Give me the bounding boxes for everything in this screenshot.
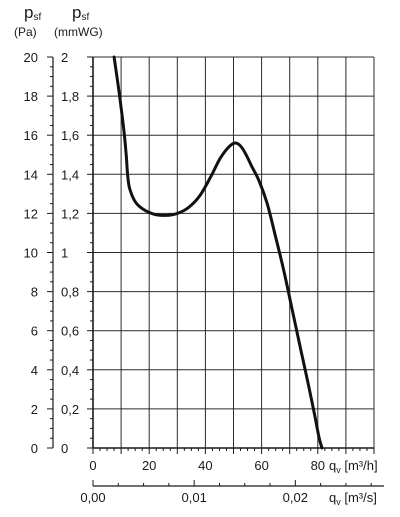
secondary-x-tick-label: 0,01 (182, 490, 207, 505)
x-axis-tick-label: 60 (254, 458, 268, 473)
left-axis-tick-label: 14 (24, 167, 38, 182)
mmwg-axis-tick-label: 1,4 (61, 167, 79, 182)
left-axis-title: psf (24, 3, 41, 23)
left-axis-tick-label: 10 (24, 246, 38, 261)
left-axis-tick-label: 16 (24, 128, 38, 143)
mmwg-axis-tick-label: 0,8 (61, 285, 79, 300)
mmwg-axis-tick-label: 2 (61, 50, 68, 65)
axes (47, 56, 384, 487)
mmwg-axis-tick-label: 1,2 (61, 206, 79, 221)
left-axis-tick-label: 18 (24, 89, 38, 104)
mmwg-axis-tick-label: 1,8 (61, 89, 79, 104)
mmwg-axis-tick-label: 1 (61, 246, 68, 261)
pressure-curve (112, 55, 324, 450)
secondary-x-axis-title: qv [m³/s] (329, 490, 377, 507)
mmwg-axis-tick-label: 1,6 (61, 128, 79, 143)
left-axis-unit: (Pa) (14, 25, 37, 39)
secondary-x-tick-label: 0,02 (283, 490, 308, 505)
left-axis-tick-label: 2 (31, 402, 38, 417)
x-axis-tick-label: 0 (89, 458, 96, 473)
x-axis-tick-label: 40 (198, 458, 212, 473)
mmwg-axis-tick-label: 0,4 (61, 363, 79, 378)
left-axis-tick-label: 0 (31, 441, 38, 456)
mmwg-axis-title: psf (72, 3, 89, 23)
secondary-x-tick-label: 0,00 (80, 490, 105, 505)
x-axis-title: qv [m³/h] (329, 458, 378, 475)
mmwg-axis-unit: (mmWG) (54, 25, 103, 39)
axis-labels: 0246810121416182000,20,40,60,811,21,41,6… (14, 3, 378, 507)
mmwg-axis-tick-label: 0 (61, 441, 68, 456)
series-layer (112, 55, 324, 450)
left-axis-tick-label: 12 (24, 206, 38, 221)
mmwg-axis-tick-label: 0,2 (61, 402, 79, 417)
grid (92, 56, 375, 449)
left-axis-tick-label: 6 (31, 324, 38, 339)
left-axis-tick-label: 20 (24, 50, 38, 65)
mmwg-axis-tick-label: 0,6 (61, 324, 79, 339)
x-axis-tick-label: 80 (311, 458, 325, 473)
left-axis-tick-label: 4 (31, 363, 38, 378)
left-axis-tick-label: 8 (31, 285, 38, 300)
x-axis-tick-label: 20 (142, 458, 156, 473)
